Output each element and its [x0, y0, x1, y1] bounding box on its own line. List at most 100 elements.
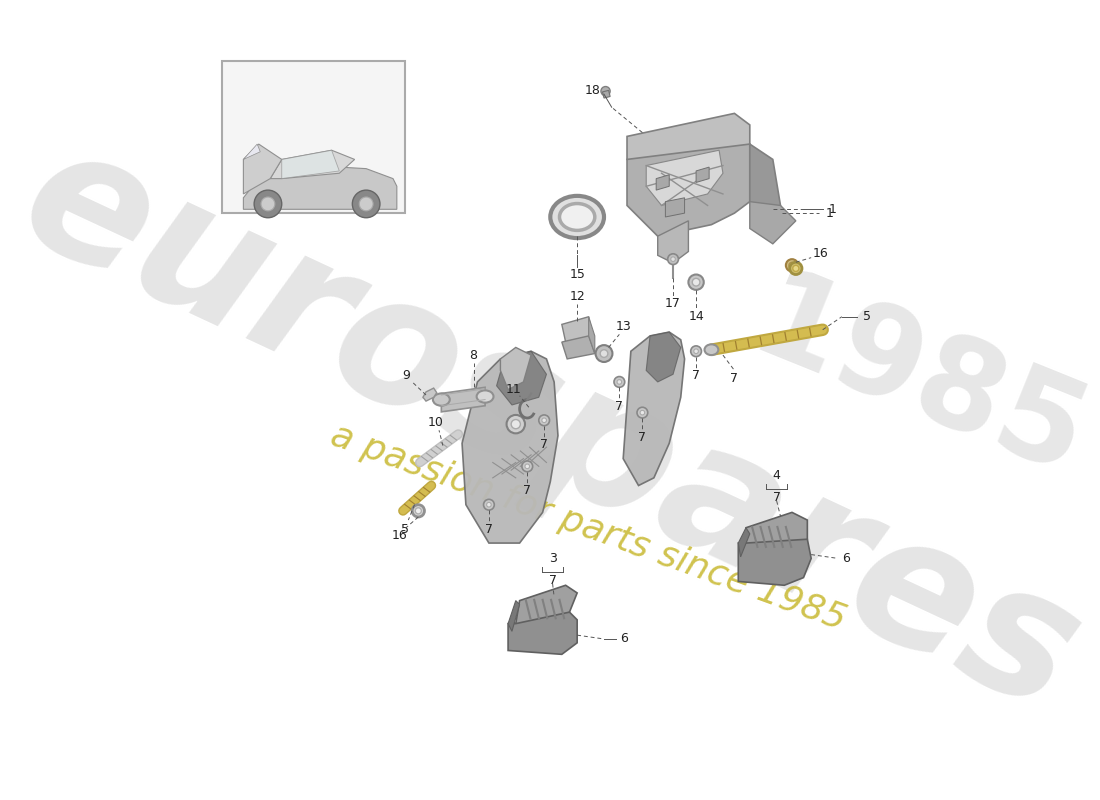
Circle shape [360, 197, 373, 211]
Text: 9: 9 [403, 370, 410, 382]
Ellipse shape [704, 344, 718, 355]
Circle shape [614, 377, 625, 387]
Polygon shape [696, 167, 710, 182]
Polygon shape [271, 150, 354, 178]
Polygon shape [496, 351, 547, 405]
Polygon shape [603, 90, 611, 98]
Polygon shape [508, 601, 519, 631]
Circle shape [512, 419, 520, 429]
Circle shape [486, 502, 492, 507]
Circle shape [637, 407, 648, 418]
Circle shape [601, 86, 610, 96]
Circle shape [789, 262, 795, 268]
Text: 10: 10 [427, 416, 443, 429]
Polygon shape [562, 336, 595, 359]
Circle shape [785, 259, 799, 271]
Circle shape [507, 415, 525, 434]
Text: 7: 7 [772, 491, 781, 504]
Bar [222, 62, 405, 213]
Text: 14: 14 [689, 310, 704, 323]
Text: 15: 15 [569, 268, 585, 281]
Text: 1: 1 [828, 202, 837, 216]
Text: 7: 7 [730, 372, 738, 385]
Circle shape [525, 464, 529, 469]
Polygon shape [750, 144, 781, 217]
Text: 7: 7 [540, 438, 548, 451]
Polygon shape [666, 198, 684, 217]
Circle shape [793, 266, 799, 271]
Circle shape [671, 257, 675, 262]
Ellipse shape [433, 394, 450, 406]
Text: 3: 3 [549, 551, 557, 565]
Polygon shape [627, 144, 750, 236]
Polygon shape [562, 317, 593, 342]
Text: 7: 7 [485, 522, 493, 536]
Polygon shape [658, 221, 689, 263]
Text: a passion for parts since 1985: a passion for parts since 1985 [327, 418, 851, 637]
Circle shape [521, 461, 532, 472]
Circle shape [261, 197, 275, 211]
Ellipse shape [476, 390, 494, 402]
Text: 17: 17 [666, 297, 681, 310]
Text: 7: 7 [638, 430, 647, 444]
Text: 1: 1 [826, 206, 834, 220]
Circle shape [668, 254, 679, 265]
Polygon shape [624, 332, 684, 486]
Polygon shape [516, 586, 578, 627]
Ellipse shape [560, 203, 595, 230]
Circle shape [412, 505, 425, 517]
Text: 5: 5 [402, 522, 409, 536]
Polygon shape [282, 150, 339, 178]
Circle shape [254, 190, 282, 218]
Polygon shape [441, 387, 485, 412]
Polygon shape [627, 114, 750, 167]
Polygon shape [508, 612, 578, 654]
Text: 7: 7 [549, 574, 557, 587]
Circle shape [484, 499, 494, 510]
Circle shape [689, 274, 704, 290]
Text: 6: 6 [620, 633, 628, 646]
Text: 12: 12 [570, 290, 585, 302]
Text: 16: 16 [813, 246, 828, 259]
Text: 11: 11 [506, 383, 521, 396]
Polygon shape [422, 388, 437, 401]
Text: 13: 13 [615, 320, 631, 333]
Polygon shape [646, 332, 681, 382]
Text: 8: 8 [470, 350, 477, 362]
Text: 1985: 1985 [735, 261, 1100, 503]
Circle shape [694, 349, 698, 354]
Circle shape [640, 410, 645, 415]
Circle shape [691, 346, 702, 357]
Circle shape [416, 508, 421, 514]
Text: 18: 18 [584, 84, 601, 97]
Polygon shape [500, 347, 531, 390]
Polygon shape [243, 144, 282, 194]
Polygon shape [738, 539, 811, 586]
Text: 5: 5 [864, 310, 871, 323]
Ellipse shape [550, 196, 604, 238]
Polygon shape [646, 150, 723, 206]
Text: 7: 7 [692, 370, 700, 382]
Text: 6: 6 [843, 552, 850, 565]
Circle shape [352, 190, 379, 218]
Circle shape [617, 380, 621, 384]
Polygon shape [738, 528, 750, 557]
Polygon shape [657, 174, 669, 190]
Polygon shape [750, 202, 795, 244]
Polygon shape [462, 351, 558, 543]
Circle shape [539, 415, 550, 426]
Circle shape [692, 278, 700, 286]
Polygon shape [243, 144, 261, 159]
Text: eurospares: eurospares [0, 107, 1100, 749]
Text: 16: 16 [392, 529, 408, 542]
Circle shape [542, 418, 547, 422]
Circle shape [595, 345, 613, 362]
Polygon shape [243, 166, 397, 210]
Polygon shape [588, 317, 595, 354]
Text: 7: 7 [615, 400, 624, 413]
Text: 4: 4 [772, 469, 781, 482]
Polygon shape [746, 512, 807, 558]
Circle shape [790, 262, 802, 274]
Circle shape [601, 350, 608, 358]
Text: 7: 7 [524, 484, 531, 498]
